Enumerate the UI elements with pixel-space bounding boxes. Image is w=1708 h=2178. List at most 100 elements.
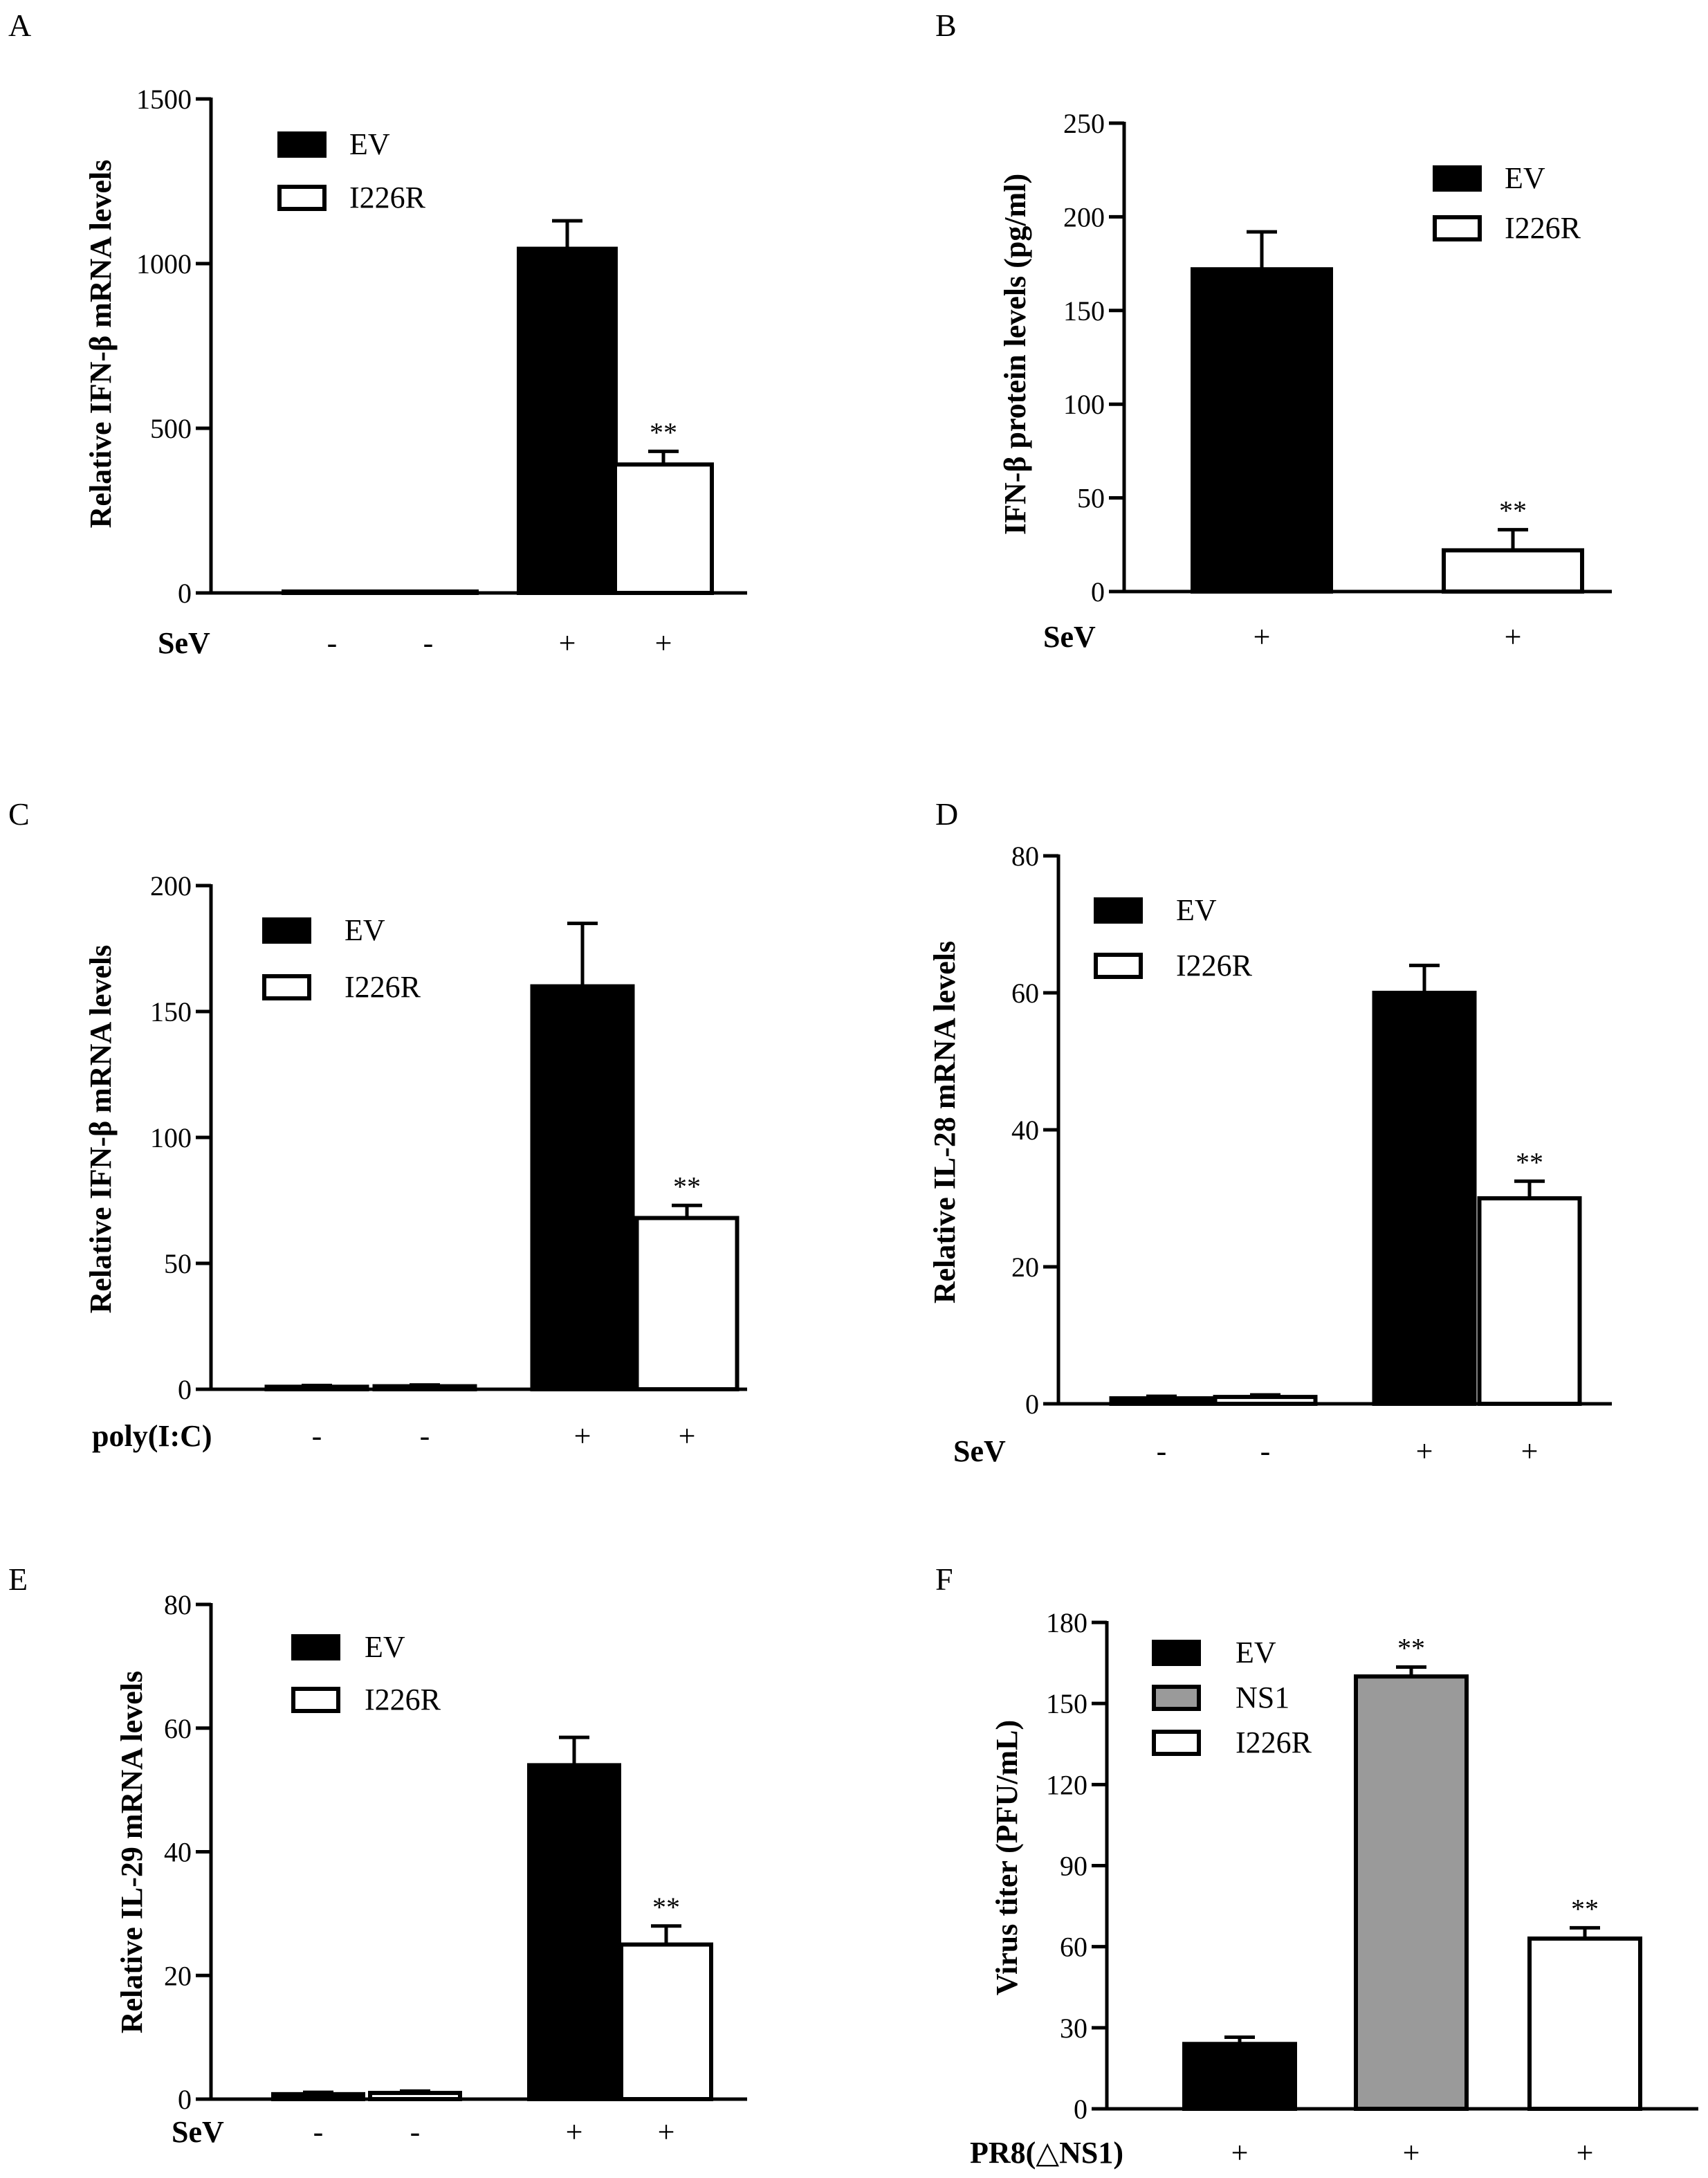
significance-marker: ** — [1499, 495, 1527, 527]
panel-a-ytick: 500 — [150, 413, 192, 444]
treatment-sign: + — [1521, 1434, 1539, 1468]
legend-swatch-ev — [1152, 1640, 1201, 1666]
panel-c-ytick: 50 — [164, 1248, 192, 1279]
significance-marker: ** — [1397, 1632, 1425, 1663]
significance-marker: ** — [652, 1892, 680, 1923]
legend-label-ns1: NS1 — [1236, 1681, 1289, 1714]
panel-b-legend: EV I226R — [1433, 161, 1581, 245]
legend-label-ev: EV — [349, 127, 390, 161]
treatment-sign: + — [1231, 2136, 1249, 2170]
legend-swatch-ns1 — [1152, 1685, 1201, 1711]
panel-f-treatment-signs: + + + — [1231, 2136, 1594, 2170]
bar-ev — [530, 984, 635, 1391]
bar-ev — [517, 246, 618, 595]
panel-e: E Relative IL-29 mRNA levels 0 20 40 60 … — [8, 1562, 747, 2149]
bar-ns1 — [1354, 1674, 1469, 2111]
panel-b-ytick: 0 — [1091, 576, 1105, 607]
bar-ev — [1191, 267, 1333, 594]
significance-marker: ** — [1516, 1146, 1543, 1178]
panel-b: B IFN-β protein levels (pg/ml) 0 50 100 … — [935, 8, 1612, 654]
legend-swatch-ev — [1433, 165, 1482, 192]
panel-f: F Virus titer (PFU/mL) 0 30 60 90 120 15… — [935, 1562, 1698, 2170]
bar-i226r — [619, 1942, 713, 2101]
panel-c: C Relative IFN-β mRNA levels 0 50 100 15… — [8, 796, 747, 1453]
legend-swatch-i226r — [262, 974, 311, 1000]
panel-b-ytick: 250 — [1063, 108, 1105, 139]
panel-d-ytick: 0 — [1025, 1389, 1039, 1420]
legend-label-i226r: I226R — [345, 970, 421, 1004]
treatment-sign: + — [679, 1419, 696, 1453]
panel-f-ytick: 90 — [1060, 1851, 1087, 1882]
legend-label-i226r: I226R — [1176, 949, 1253, 982]
significance-marker: ** — [673, 1171, 701, 1202]
panel-c-legend: EV I226R — [262, 913, 421, 1004]
panel-b-treatment-signs: + + — [1254, 620, 1522, 654]
panel-d-ytick: 40 — [1011, 1115, 1039, 1146]
bar-i226r — [634, 1216, 740, 1391]
treatment-sign: - — [420, 1419, 430, 1453]
panel-b-treatment-label: SeV — [1043, 620, 1096, 654]
panel-e-ytick: 60 — [164, 1713, 192, 1744]
panel-f-ytick: 0 — [1074, 2094, 1087, 2125]
panel-f-ytick: 150 — [1046, 1688, 1087, 1719]
panel-a-ytick: 1500 — [136, 84, 192, 115]
bar-ev — [282, 589, 383, 595]
treatment-sign: - — [312, 1419, 322, 1453]
panel-e-legend: EV I226R — [291, 1630, 441, 1717]
panel-d-ytick: 20 — [1011, 1252, 1039, 1283]
panel-e-ytick: 80 — [164, 1589, 192, 1620]
panel-d-letter: D — [935, 796, 958, 832]
panel-d-ytick: 80 — [1011, 841, 1039, 872]
bar-i226r — [1477, 1196, 1582, 1406]
legend-swatch-ev — [291, 1634, 340, 1660]
legend-swatch-i226r — [1094, 953, 1143, 979]
panel-f-letter: F — [935, 1562, 953, 1597]
panel-a-ytick: 0 — [178, 578, 192, 609]
treatment-sign: + — [1403, 2136, 1420, 2170]
panel-f-ytick: 30 — [1060, 2013, 1087, 2044]
bar-i226r — [368, 2091, 462, 2101]
treatment-sign: + — [559, 626, 576, 660]
panel-a-treatment-signs: - - + + — [327, 626, 672, 660]
bar-i226r — [613, 462, 714, 595]
panel-b-ylabel: IFN-β protein levels (pg/ml) — [998, 174, 1032, 535]
panel-e-treatment-label: SeV — [172, 2115, 224, 2149]
legend-label-i226r: I226R — [1505, 211, 1581, 245]
significance-marker: ** — [650, 417, 677, 448]
panel-e-yticks: 0 20 40 60 80 — [164, 1589, 192, 2115]
panel-e-ytick: 20 — [164, 1960, 192, 1991]
panel-d-treatment-label: SeV — [953, 1434, 1006, 1468]
panel-a-ylabel: Relative IFN-β mRNA levels — [84, 160, 118, 529]
legend-swatch-ev — [1094, 897, 1143, 924]
panel-a-ytick: 1000 — [136, 248, 192, 280]
significance-marker: ** — [1571, 1893, 1599, 1924]
panel-a: A Relative IFN-β mRNA levels 0 500 1000 … — [8, 8, 747, 660]
treatment-sign: - — [1260, 1434, 1271, 1468]
legend-label-i226r: I226R — [1236, 1726, 1312, 1759]
panel-d-legend: EV I226R — [1094, 893, 1253, 982]
panel-e-ytick: 0 — [178, 2084, 192, 2115]
legend-label-i226r: I226R — [365, 1683, 441, 1717]
panel-b-yticks: 0 50 100 150 200 250 — [1063, 108, 1105, 607]
panel-b-ytick: 50 — [1077, 483, 1105, 514]
treatment-sign: - — [410, 2115, 421, 2149]
treatment-sign: + — [655, 626, 672, 660]
panel-d-treatment-signs: - - + + — [1157, 1434, 1539, 1468]
treatment-sign: + — [1416, 1434, 1433, 1468]
bar-ev — [271, 2092, 365, 2102]
panel-b-ytick: 100 — [1063, 389, 1105, 420]
bar-i226r — [1442, 548, 1584, 594]
treatment-sign: + — [1577, 2136, 1594, 2170]
panel-e-letter: E — [8, 1562, 28, 1597]
treatment-sign: - — [1157, 1434, 1167, 1468]
panel-f-ytick: 120 — [1046, 1769, 1087, 1800]
legend-label-ev: EV — [345, 913, 385, 947]
panel-c-ytick: 0 — [178, 1374, 192, 1405]
bar-i226r — [378, 589, 479, 595]
treatment-sign: - — [423, 626, 434, 660]
treatment-sign: + — [1505, 620, 1522, 654]
legend-swatch-i226r — [1152, 1730, 1201, 1756]
bar-i226r — [1527, 1936, 1642, 2111]
panel-d-ylabel: Relative IL-28 mRNA levels — [928, 941, 962, 1303]
